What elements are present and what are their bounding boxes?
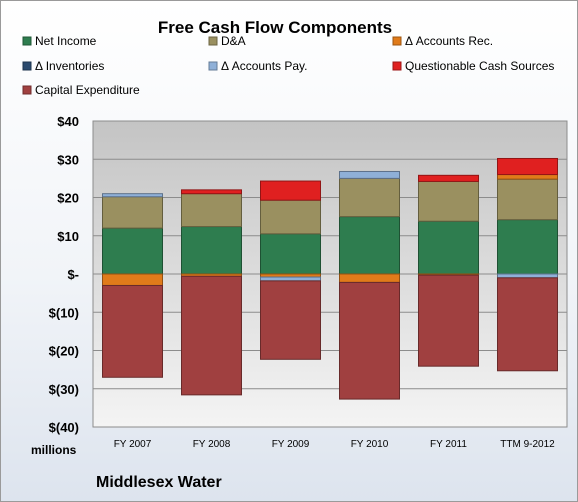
bar-segment-4-2 (260, 276, 321, 282)
y-tick-label: $(30) (49, 382, 79, 397)
bar-segment-1-5 (497, 178, 558, 221)
bar-segment-5-5 (497, 157, 558, 176)
legend-label-2: Δ Accounts Rec. (405, 34, 493, 48)
bar-segment-0-4 (418, 220, 479, 275)
x-tick-label: FY 2008 (193, 439, 231, 450)
bar-segment-2-5 (497, 174, 558, 180)
bar-segment-6-1 (181, 275, 242, 396)
y-tick-label: $30 (57, 152, 79, 167)
bar-segment-6-0 (102, 284, 163, 378)
bar-segment-2-3 (339, 273, 400, 283)
legend-label-3: Δ Inventories (35, 59, 104, 73)
x-tick-label: FY 2010 (351, 439, 389, 450)
legend-label-0: Net Income (35, 34, 97, 48)
bar-segment-5-1 (181, 189, 242, 195)
x-tick-label: FY 2011 (430, 439, 467, 450)
y-tick-label: $10 (57, 229, 79, 244)
x-tick-label: FY 2007 (114, 439, 152, 450)
y-axis: $40 $30 $20 $10 $- $(10) $(20) $(30) $(40) (49, 114, 79, 435)
y-tick-label: $(40) (49, 420, 79, 435)
company-name: Middlesex Water (96, 474, 222, 491)
bar-segment-1-3 (339, 177, 400, 218)
bar-segment-6-3 (339, 281, 400, 400)
bar-segment-4-0 (102, 193, 163, 198)
bars (102, 157, 558, 400)
x-axis: FY 2007 FY 2008 FY 2009 FY 2010 FY 2011 TTM 9… (114, 439, 555, 450)
bar-segment-2-0 (102, 273, 163, 286)
x-tick-label: FY 2009 (272, 439, 310, 450)
bar-segment-6-4 (418, 274, 479, 367)
y-tick-label: $(20) (49, 344, 79, 359)
x-tick-label: TTM 9-2012 (500, 439, 555, 450)
legend-swatch-1 (208, 36, 218, 46)
bar-segment-4-5 (497, 273, 558, 279)
bar-segment-0-3 (339, 216, 400, 275)
legend-swatch-3 (22, 61, 32, 71)
y-tick-label: $40 (57, 114, 79, 129)
legend-swatch-2 (392, 36, 402, 46)
legend-label-5: Questionable Cash Sources (405, 59, 554, 73)
bar-segment-5-2 (260, 180, 321, 201)
bar-segment-4-3 (339, 170, 400, 179)
y-tick-label: $20 (57, 191, 79, 206)
chart-title: Free Cash Flow Components (158, 18, 392, 37)
bar-segment-1-1 (181, 193, 242, 228)
legend-swatch-5 (392, 61, 402, 71)
y-tick-label: $(10) (49, 305, 79, 320)
legend: Net Income D&A Δ Accounts Rec. Δ Inventorie… (22, 34, 554, 97)
bar-segment-0-2 (260, 233, 321, 275)
units-label: millions (31, 443, 77, 457)
bar-segment-0-1 (181, 226, 242, 275)
bar-segment-1-0 (102, 196, 163, 229)
y-tick-label: $- (67, 267, 79, 282)
legend-label-6: Capital Expenditure (35, 83, 140, 97)
bar-segment-5-4 (418, 174, 479, 182)
bar-segment-6-5 (497, 277, 558, 372)
legend-label-4: Δ Accounts Pay. (221, 59, 308, 73)
legend-swatch-4 (208, 61, 218, 71)
bar-segment-1-2 (260, 199, 321, 235)
legend-swatch-0 (22, 36, 32, 46)
bar-segment-6-2 (260, 280, 321, 360)
legend-swatch-6 (22, 85, 32, 95)
bar-segment-0-5 (497, 219, 558, 275)
bar-segment-1-4 (418, 180, 479, 222)
bar-segment-0-0 (102, 227, 163, 275)
gridlines (93, 158, 567, 390)
legend-label-1: D&A (221, 34, 246, 48)
